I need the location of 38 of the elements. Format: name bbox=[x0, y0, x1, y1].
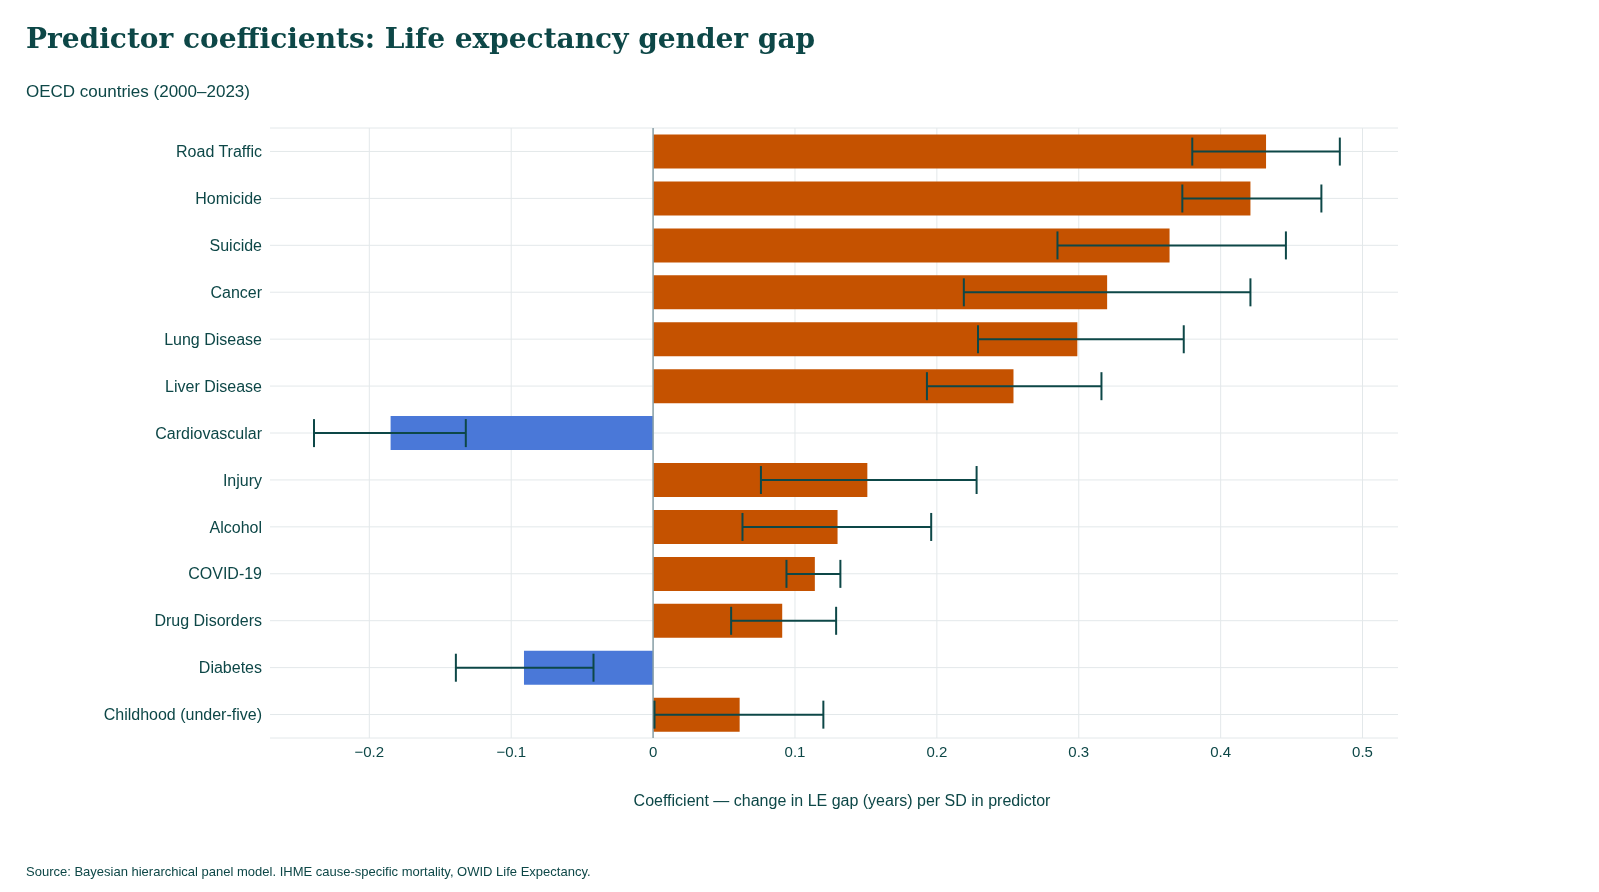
x-tick-label: 0.2 bbox=[926, 742, 948, 760]
y-tick-label: Drug Disorders bbox=[154, 612, 262, 630]
x-tick-label: 0.3 bbox=[1068, 742, 1090, 760]
bar bbox=[653, 134, 1267, 169]
x-tick-label: −0.1 bbox=[496, 742, 527, 760]
bar bbox=[653, 556, 815, 591]
bar bbox=[653, 181, 1251, 216]
bar bbox=[653, 697, 740, 732]
x-axis-title: Coefficient — change in LE gap (years) per SD in predictor bbox=[632, 792, 1052, 810]
y-tick-label: Suicide bbox=[209, 236, 263, 254]
bar bbox=[653, 603, 783, 638]
x-tick-label: 0.5 bbox=[1352, 742, 1373, 760]
y-tick-label: Liver Disease bbox=[165, 377, 263, 395]
x-tick-label: −0.2 bbox=[354, 742, 385, 760]
y-tick-label: COVID-19 bbox=[188, 565, 263, 583]
bar bbox=[653, 509, 838, 544]
source-note: Source: Bayesian hierarchical panel model. IHME cause-specific mortality, OWID Life Expectancy. bbox=[26, 864, 591, 879]
bar bbox=[653, 463, 868, 498]
bar bbox=[653, 322, 1078, 357]
chart-subtitle: OECD countries (2000–2023) bbox=[26, 82, 250, 102]
chart-title: Predictor coefficients: Life expectancy gender gap bbox=[26, 22, 816, 55]
bar bbox=[653, 369, 1014, 404]
y-tick-label: Homicide bbox=[195, 190, 263, 208]
x-tick-label: 0.4 bbox=[1210, 742, 1232, 760]
y-tick-label: Injury bbox=[222, 471, 262, 489]
y-tick-label: Cardiovascular bbox=[155, 424, 263, 442]
y-tick-label: Road Traffic bbox=[176, 143, 262, 161]
y-tick-label: Childhood (under-five) bbox=[103, 706, 262, 724]
bar bbox=[653, 228, 1170, 263]
bar bbox=[653, 275, 1108, 310]
y-tick-label: Alcohol bbox=[209, 518, 262, 536]
x-tick-label: 0.1 bbox=[784, 742, 806, 760]
y-tick-label: Lung Disease bbox=[164, 330, 263, 348]
bar bbox=[390, 416, 654, 451]
y-tick-label: Diabetes bbox=[198, 659, 262, 677]
x-tick-label: 0 bbox=[648, 742, 658, 760]
bar bbox=[523, 650, 654, 685]
y-tick-label: Cancer bbox=[210, 283, 263, 301]
